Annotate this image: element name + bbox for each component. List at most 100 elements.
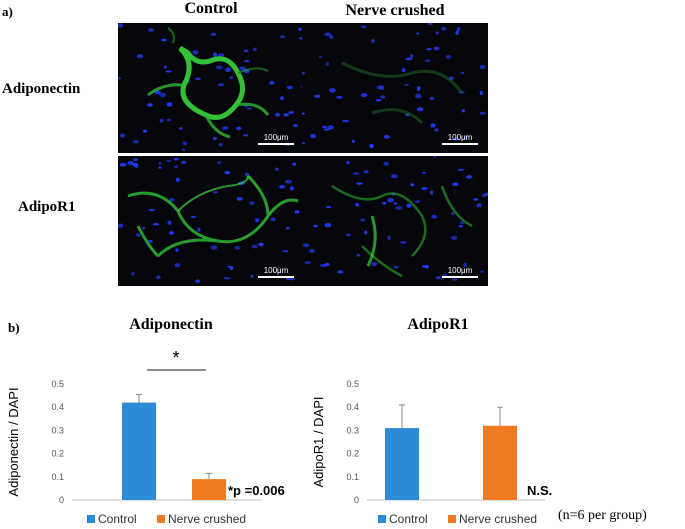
dapi-nucleus: [451, 212, 455, 215]
dapi-nucleus: [414, 93, 422, 99]
dapi-nucleus: [213, 52, 218, 57]
p-value-annotation: *p =0.006: [228, 483, 285, 498]
row-label-adiporl: AdipoR1: [18, 199, 76, 215]
dapi-nucleus: [147, 103, 153, 107]
legend-swatch: [448, 515, 456, 523]
scale-bar: 100μm: [258, 266, 294, 278]
dapi-nucleus: [169, 197, 175, 202]
dapi-nucleus: [285, 179, 293, 184]
dapi-nucleus: [119, 162, 127, 167]
dapi-nucleus: [167, 220, 172, 225]
dapi-nucleus: [243, 134, 249, 137]
micrograph-adiponectin-nerve-crushed: 100μm: [302, 23, 488, 153]
dapi-nucleus: [426, 47, 432, 51]
dapi-nucleus: [236, 126, 242, 131]
dapi-nucleus: [131, 271, 135, 276]
scale-bar: 100μm: [258, 133, 294, 145]
dapi-nucleus: [163, 65, 167, 69]
dapi-nucleus: [217, 83, 225, 87]
dapi-nucleus: [360, 93, 368, 98]
dapi-nucleus: [428, 23, 433, 25]
micrograph-adiponectin-control: 100μm: [118, 23, 304, 153]
scale-bar: 100μm: [442, 266, 478, 278]
dapi-nucleus: [453, 137, 459, 141]
dapi-nucleus: [375, 99, 382, 102]
dapi-nucleus: [166, 159, 172, 163]
chart-title-adiporl: AdipoR1: [407, 316, 469, 333]
dapi-nucleus: [442, 273, 448, 276]
dapi-nucleus: [380, 95, 386, 99]
dapi-nucleus: [352, 172, 360, 175]
dapi-nucleus: [127, 160, 134, 165]
dapi-nucleus: [431, 214, 438, 219]
y-tick-label: 0.3: [51, 425, 64, 435]
dapi-nucleus: [181, 148, 186, 152]
dapi-nucleus: [283, 113, 290, 117]
dapi-nucleus: [132, 162, 139, 167]
panel-a-label: a): [2, 4, 13, 19]
dapi-nucleus: [294, 210, 300, 214]
dapi-nucleus: [244, 172, 250, 177]
dapi-nucleus: [173, 157, 179, 161]
dapi-nucleus: [451, 278, 458, 281]
dapi-nucleus: [182, 141, 188, 146]
micrograph-image: [302, 23, 486, 149]
dapi-nucleus: [299, 37, 303, 40]
dapi-nucleus: [383, 135, 390, 139]
legend-swatch: [87, 515, 95, 523]
micrograph-adiporl-control: 100μm: [118, 156, 304, 286]
dapi-nucleus: [387, 235, 391, 240]
dapi-nucleus: [434, 128, 439, 132]
dapi-nucleus: [225, 67, 231, 72]
legend-label: Control: [389, 512, 428, 526]
dapi-nucleus: [432, 156, 437, 158]
dapi-nucleus: [320, 263, 327, 268]
column-header-control: Control: [184, 0, 238, 17]
dapi-nucleus: [156, 275, 161, 280]
dapi-nucleus: [195, 77, 201, 81]
dapi-nucleus: [382, 201, 387, 205]
dapi-nucleus: [457, 168, 465, 171]
bar-control: [122, 402, 156, 500]
dapi-nucleus: [404, 83, 409, 86]
dapi-nucleus: [132, 140, 139, 144]
dapi-nucleus: [181, 160, 186, 164]
dapi-nucleus: [318, 55, 322, 59]
dapi-nucleus: [165, 70, 172, 73]
dapi-nucleus: [285, 227, 290, 230]
scale-bar-label: 100μm: [263, 133, 289, 142]
dapi-nucleus: [314, 94, 321, 98]
dapi-nucleus: [210, 245, 218, 250]
dapi-nucleus: [435, 31, 439, 35]
dapi-nucleus: [400, 241, 407, 244]
dapi-nucleus: [136, 54, 144, 59]
dapi-nucleus: [280, 96, 284, 101]
dapi-nucleus: [302, 112, 305, 115]
dapi-nucleus: [371, 261, 378, 267]
dapi-nucleus: [410, 183, 415, 187]
chart-title-adiponectin: Adiponectin: [129, 316, 213, 333]
dapi-nucleus: [406, 203, 412, 208]
dapi-nucleus: [192, 50, 199, 55]
dapi-nucleus: [393, 265, 399, 269]
dapi-nucleus: [304, 261, 311, 265]
dapi-nucleus: [148, 209, 156, 212]
dapi-nucleus: [166, 102, 173, 107]
dapi-nucleus: [451, 235, 458, 240]
dapi-nucleus: [479, 64, 486, 70]
dapi-nucleus: [326, 206, 332, 209]
dapi-nucleus: [136, 233, 141, 237]
dapi-nucleus: [148, 28, 154, 32]
dapi-nucleus: [252, 47, 257, 51]
dapi-nucleus: [455, 30, 459, 35]
scale-bar-label: 100μm: [447, 133, 473, 142]
dapi-nucleus: [197, 227, 201, 232]
dapi-nucleus: [173, 165, 179, 168]
dapi-nucleus: [324, 32, 332, 36]
dapi-nucleus: [327, 125, 334, 130]
dapi-nucleus: [395, 206, 403, 210]
dapi-nucleus: [210, 32, 217, 36]
dapi-nucleus: [174, 263, 181, 268]
y-tick-label: 0.2: [51, 449, 64, 459]
dapi-nucleus: [445, 55, 452, 59]
